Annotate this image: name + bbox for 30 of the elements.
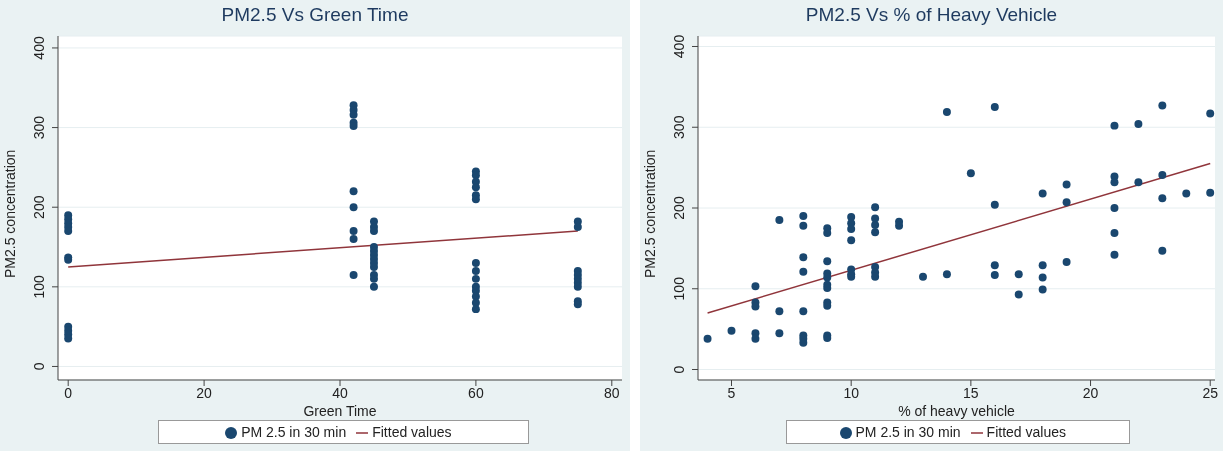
y-axis-title: PM2.5 concentration (1, 149, 18, 278)
x-tick-label: 20 (1082, 384, 1099, 401)
y-tick-label: 400 (31, 36, 47, 60)
y-tick-label: 400 (671, 34, 687, 59)
x-tick-label: 20 (196, 384, 213, 401)
x-tick-label: 25 (1202, 384, 1219, 401)
x-tick-label: 60 (468, 384, 484, 401)
legend-label: PM 2.5 in 30 min (855, 424, 961, 440)
x-tick-label: 15 (963, 384, 979, 401)
y-tick-label: 200 (671, 196, 687, 220)
y-tick-label: 100 (31, 274, 47, 299)
y-tick-label: 300 (671, 115, 687, 139)
legend-label: PM 2.5 in 30 min (241, 424, 347, 440)
y-axis-title: PM2.5 concentration (641, 149, 658, 278)
chart-title: PM2.5 Vs % of Heavy Vehicle (804, 3, 1059, 27)
y-tick-label: 300 (31, 115, 47, 140)
y-tick-label: 0 (671, 365, 687, 374)
x-tick-label: 0 (64, 384, 73, 401)
legend-label: Fitted values (372, 424, 452, 440)
y-tick-label: 0 (31, 362, 47, 371)
x-tick-label: 5 (727, 384, 736, 401)
x-tick-label: 40 (332, 384, 348, 401)
chart-title: PM2.5 Vs Green Time (220, 3, 410, 27)
y-tick-label: 200 (31, 195, 47, 219)
y-tick-label: 100 (671, 276, 687, 301)
legend-label: Fitted values (986, 424, 1066, 440)
x-tick-label: 80 (604, 384, 620, 401)
x-axis-title: Green Time (303, 403, 377, 419)
x-axis-title: % of heavy vehicle (898, 403, 1016, 419)
x-tick-label: 10 (843, 384, 860, 401)
